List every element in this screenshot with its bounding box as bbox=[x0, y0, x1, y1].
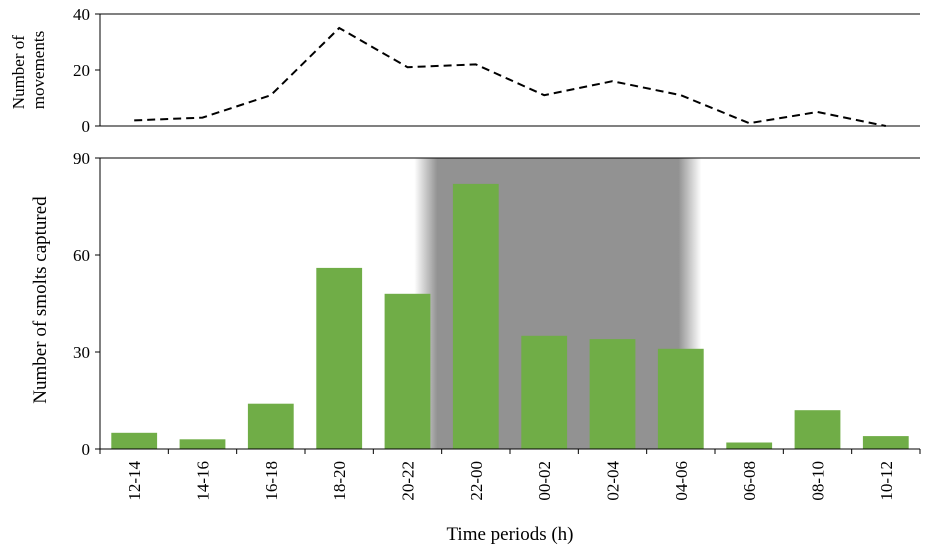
x-tick-label-20-22: 20-22 bbox=[399, 461, 418, 501]
smolts-y-tick-label: 30 bbox=[73, 343, 90, 362]
smolts-y-ticks: 0 30 60 90 bbox=[73, 149, 100, 459]
movements-y-title-line2: movements bbox=[29, 31, 48, 109]
bar-08-10 bbox=[794, 410, 841, 449]
smolts-y-tick-label: 60 bbox=[73, 246, 90, 265]
bar-00-02 bbox=[521, 335, 568, 449]
bar-02-04 bbox=[589, 339, 636, 449]
movements-panel: 0 20 40 Number of movements bbox=[9, 5, 920, 136]
bar-16-18 bbox=[247, 403, 294, 449]
smolts-y-tick-label: 0 bbox=[82, 440, 91, 459]
x-tick-label-00-02: 00-02 bbox=[535, 461, 554, 501]
movements-y-tick-label: 20 bbox=[73, 61, 90, 80]
movements-y-title-line1: Number of bbox=[9, 35, 28, 109]
movements-y-title: Number of movements bbox=[9, 31, 48, 109]
bar-06-08 bbox=[726, 442, 773, 449]
x-tick-label-22-00: 22-00 bbox=[467, 461, 486, 501]
x-tick-label-02-04: 02-04 bbox=[604, 461, 623, 501]
bar-10-12 bbox=[862, 436, 909, 449]
bar-04-06 bbox=[657, 348, 704, 449]
movements-y-axis: 0 20 40 bbox=[73, 5, 101, 136]
bar-22-00 bbox=[452, 183, 499, 449]
smolts-bars bbox=[111, 183, 909, 449]
x-tick-label-18-20: 18-20 bbox=[330, 461, 349, 501]
bar-12-14 bbox=[111, 432, 158, 449]
x-tick-label-08-10: 08-10 bbox=[809, 461, 828, 501]
smolts-y-title: Number of smolts captured bbox=[30, 196, 51, 404]
smolts-panel: 0 30 60 90 12-14 14-16 16-18 18-20 20-22 22-00 00… bbox=[30, 149, 921, 545]
bar-20-22 bbox=[384, 293, 431, 449]
x-tick-label-12-14: 12-14 bbox=[125, 461, 144, 501]
movements-y-tick-label: 0 bbox=[82, 117, 91, 136]
movements-series-line bbox=[134, 26, 887, 127]
x-tick-label-16-18: 16-18 bbox=[262, 461, 281, 501]
x-ticks: 12-14 14-16 16-18 18-20 20-22 22-00 00-02 02-04… bbox=[99, 449, 921, 501]
x-tick-label-10-12: 10-12 bbox=[877, 461, 896, 501]
bar-18-20 bbox=[316, 267, 363, 449]
movements-y-ticks: 0 20 40 bbox=[73, 5, 100, 136]
x-tick-label-14-16: 14-16 bbox=[194, 461, 213, 501]
x-tick-label-04-06: 04-06 bbox=[672, 461, 691, 501]
smolts-y-tick-label: 90 bbox=[73, 149, 90, 168]
x-tick-label-06-08: 06-08 bbox=[740, 461, 759, 501]
bar-14-16 bbox=[179, 439, 226, 449]
movements-y-tick-label: 40 bbox=[73, 5, 90, 24]
x-axis-title: Time periods (h) bbox=[446, 524, 573, 545]
